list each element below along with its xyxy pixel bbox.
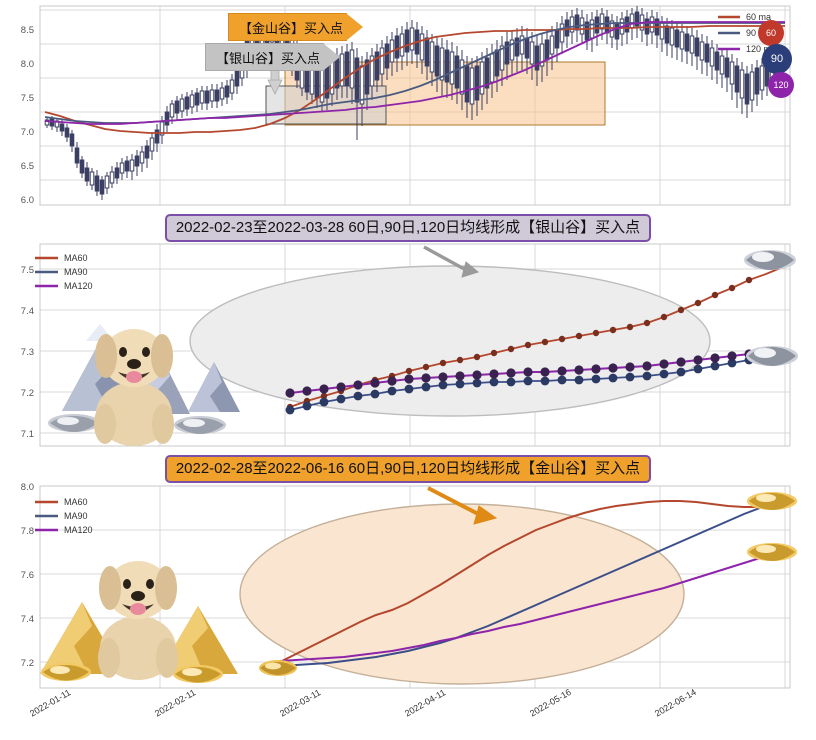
y-tick: 8.5 xyxy=(21,25,34,36)
ma90-badge-icon: 90 xyxy=(762,44,792,74)
y-tick: 7.6 xyxy=(21,570,34,581)
silver-valley-arrow-text: 【银山谷】买入点 xyxy=(216,50,321,66)
silver-ingot-ma120-end-icon xyxy=(746,346,798,366)
legend-label: MA60 xyxy=(64,497,88,507)
legend-label: 120 ma xyxy=(746,44,776,54)
silver-valley-arrow-label: 【银山谷】买入点 xyxy=(205,43,341,71)
gold-arrow-tip-icon xyxy=(347,14,364,40)
silver-ingot-ma60-end-icon xyxy=(744,250,796,270)
bot-ma90-line xyxy=(279,502,776,667)
gold-valley-pointer-arrow-icon xyxy=(427,486,498,525)
silver-valley-banner: 2022-02-23至2022-03-28 60日,90日,120日均线形成【银… xyxy=(0,214,816,242)
y-tick: 6.5 xyxy=(21,161,34,172)
y-tick: 8.0 xyxy=(21,59,34,70)
gold-valley-highlight-ellipse xyxy=(239,503,685,685)
y-tick: 7.1 xyxy=(21,429,34,440)
top-ma60-line xyxy=(44,25,785,134)
y-tick: 7.0 xyxy=(21,127,34,138)
silver-arrow-tip-icon xyxy=(324,44,341,70)
silver-valley-down-arrow-icon xyxy=(267,59,283,95)
gold-valley-arrow-text: 【金山谷】买入点 xyxy=(239,20,344,36)
legend-label: MA90 xyxy=(64,511,88,521)
ma60-badge-icon: 60 xyxy=(758,20,784,46)
mid-ma120-markers xyxy=(285,349,754,398)
y-tick: 7.2 xyxy=(21,388,34,399)
mid-chart-svg: 7.5 7.4 7.3 7.2 7.1 xyxy=(0,236,816,454)
gold-valley-banner: 2022-02-28至2022-06-16 60日,90日,120日均线形成【金… xyxy=(0,455,816,483)
bot-ma60-line xyxy=(279,500,776,663)
bot-chart-svg: 8.0 7.8 7.6 7.4 7.2 xyxy=(0,476,816,694)
bot-ma120-line xyxy=(279,552,776,662)
legend-label: MA120 xyxy=(64,525,93,535)
legend-label: MA60 xyxy=(64,253,88,263)
y-tick: 7.5 xyxy=(21,93,34,104)
gold-valley-banner-text: 2022-02-28至2022-06-16 60日,90日,120日均线形成【金… xyxy=(164,455,652,483)
y-tick: 8.0 xyxy=(21,482,34,493)
silver-valley-detail-chart: 7.5 7.4 7.3 7.2 7.1 xyxy=(0,236,816,454)
bot-chart-legend: MA60 MA90 MA120 xyxy=(35,497,93,535)
bot-chart-y-axis: 8.0 7.8 7.6 7.4 7.2 xyxy=(21,482,34,669)
y-tick: 7.4 xyxy=(21,614,34,625)
y-tick: 7.2 xyxy=(21,658,34,669)
silver-valley-highlight-ellipse xyxy=(189,265,711,417)
y-tick: 7.4 xyxy=(21,306,34,317)
ma120-badge-icon: 120 xyxy=(768,72,794,98)
legend-label: 60 ma xyxy=(746,12,771,22)
mid-chart-y-axis: 7.5 7.4 7.3 7.2 7.1 xyxy=(21,265,34,440)
gold-valley-detail-chart: 8.0 7.8 7.6 7.4 7.2 xyxy=(0,476,816,694)
y-tick: 7.3 xyxy=(21,347,34,358)
legend-label: MA120 xyxy=(64,281,93,291)
mid-chart-legend: MA60 MA90 MA120 xyxy=(35,253,93,291)
gold-valley-arrow-label: 【金山谷】买入点 xyxy=(228,13,364,41)
y-tick: 7.8 xyxy=(21,526,34,537)
silver-valley-pointer-arrow-icon xyxy=(423,245,480,278)
x-axis: 2022-01-11 2022-02-11 2022-03-11 2022-04… xyxy=(0,687,816,740)
gold-ingot-origin-icon xyxy=(259,660,297,676)
top-chart-y-axis: 8.5 8.0 7.5 7.0 6.5 6.0 xyxy=(21,25,34,206)
y-tick: 7.5 xyxy=(21,265,34,276)
ma90-badge-label: 90 xyxy=(770,53,784,65)
legend-label: MA90 xyxy=(64,267,88,277)
top-ma120-line xyxy=(44,21,785,125)
silver-valley-banner-text: 2022-02-23至2022-03-28 60日,90日,120日均线形成【银… xyxy=(164,214,652,242)
top-candlestick-chart: 8.5 8.0 7.5 7.0 6.5 6.0 xyxy=(0,0,816,212)
gold-ingot-ma120-end-icon xyxy=(747,543,797,561)
y-tick: 6.0 xyxy=(21,195,34,206)
dog-illustration xyxy=(98,561,178,680)
silver-ingot-right-icon xyxy=(174,416,226,434)
gold-ingot-mid-icon xyxy=(173,665,223,683)
top-chart-svg: 8.5 8.0 7.5 7.0 6.5 6.0 xyxy=(0,0,816,212)
silver-ingot-left-icon xyxy=(48,414,100,432)
ma60-badge-label: 60 xyxy=(765,28,776,38)
gold-ingot-ma60-end-icon xyxy=(747,492,797,510)
ma120-badge-label: 120 xyxy=(773,80,789,90)
gold-ingot-left-icon xyxy=(41,663,91,681)
dog-illustration xyxy=(94,329,174,446)
